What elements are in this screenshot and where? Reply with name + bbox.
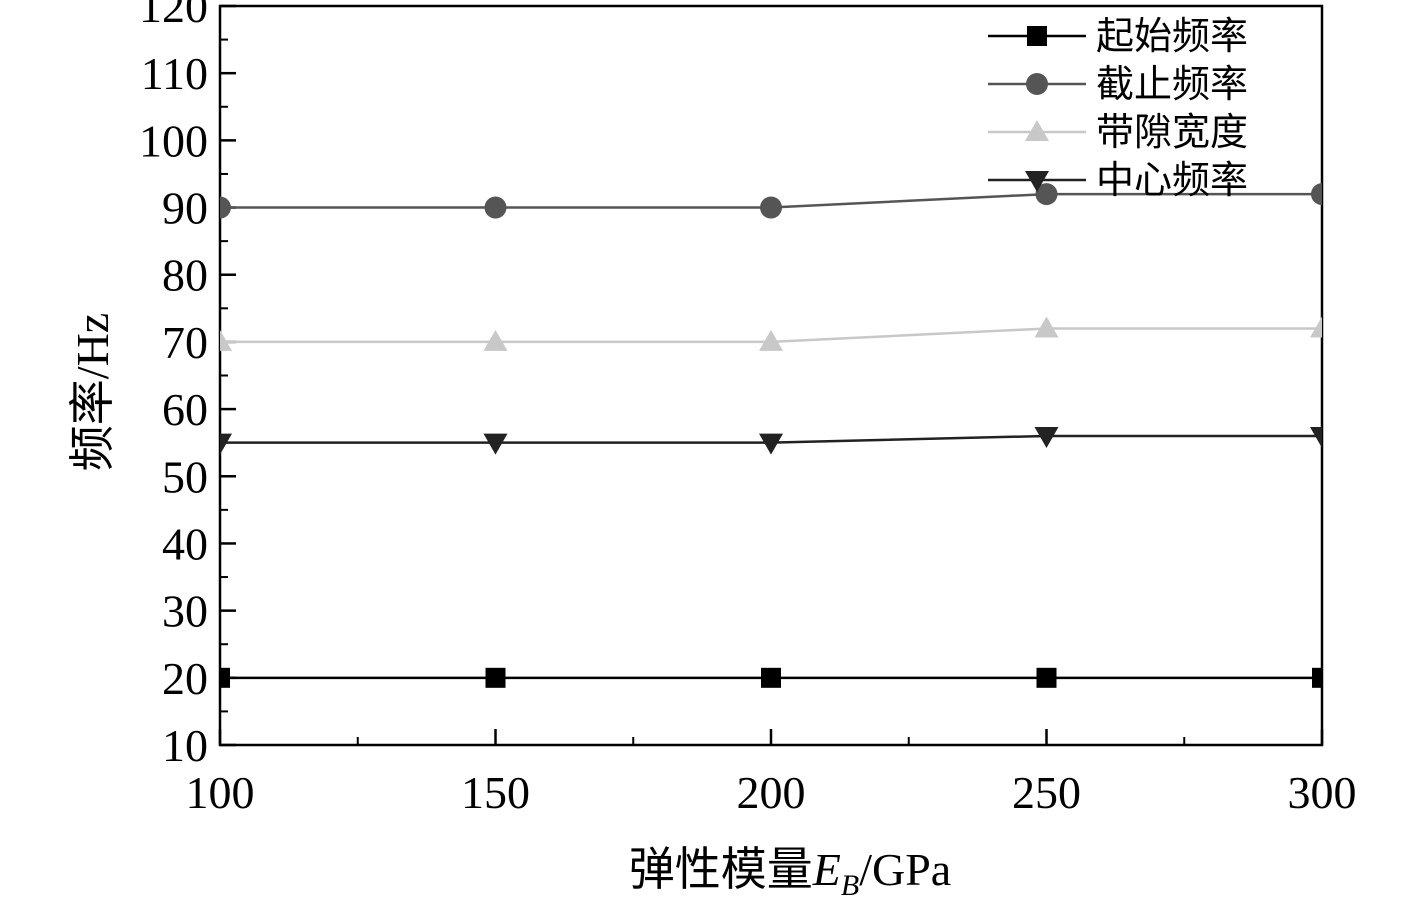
y-tick-label: 60 xyxy=(162,384,208,435)
legend-item: 中心频率 xyxy=(988,160,1248,202)
data-point xyxy=(761,667,781,688)
data-point xyxy=(483,329,508,351)
series xyxy=(220,316,1322,351)
data-point xyxy=(1034,316,1059,338)
y-tick-label: 40 xyxy=(162,518,208,569)
y-tick-label: 50 xyxy=(162,451,208,502)
data-point xyxy=(1312,667,1322,688)
series xyxy=(220,667,1322,688)
x-axis-title-unit: /GPa xyxy=(859,844,951,895)
x-tick-label: 100 xyxy=(186,767,255,818)
x-tick-label: 250 xyxy=(1012,767,1081,818)
data-point xyxy=(759,433,783,455)
data-point xyxy=(760,196,782,219)
data-point xyxy=(220,196,231,219)
legend-item: 截止频率 xyxy=(988,64,1248,106)
data-point xyxy=(485,667,506,688)
y-axis-title: 频率/Hz xyxy=(67,313,118,471)
data-point xyxy=(1310,426,1322,448)
y-tick-label: 70 xyxy=(162,317,208,368)
data-point xyxy=(1035,183,1058,206)
data-point xyxy=(1310,316,1322,338)
y-tick-label: 80 xyxy=(162,250,208,301)
axes: 10 20 30 40 50 60 70 80 90 100 110 120 100 150 200 250 3… xyxy=(139,0,1357,818)
legend-item: 带隙宽度 xyxy=(988,112,1248,154)
data-point xyxy=(1034,426,1059,448)
x-tick-label: 200 xyxy=(737,767,806,818)
legend-marker xyxy=(1025,171,1049,192)
data-point xyxy=(759,329,783,351)
y-tick-label: 30 xyxy=(162,586,208,637)
legend-item: 起始频率 xyxy=(988,16,1248,58)
legend-marker xyxy=(1025,120,1049,141)
data-point xyxy=(484,196,507,219)
y-tick-label: 120 xyxy=(139,0,208,32)
legend-label: 中心频率 xyxy=(1096,160,1248,202)
series xyxy=(220,426,1322,455)
x-tick-label: 300 xyxy=(1288,767,1357,818)
series xyxy=(220,183,1322,219)
x-axis-title-symbol: E xyxy=(812,844,841,895)
data-point xyxy=(483,433,508,455)
legend-marker xyxy=(1027,26,1047,46)
data-point xyxy=(220,329,232,351)
y-tick-label: 90 xyxy=(162,183,208,234)
legend-label: 截止频率 xyxy=(1096,64,1248,106)
x-axis-title: 弹性模量EB/GPa xyxy=(629,844,951,899)
data-point xyxy=(220,667,230,688)
y-tick-label: 20 xyxy=(162,653,208,704)
y-tick-label: 100 xyxy=(139,115,208,166)
legend-marker xyxy=(1026,73,1048,95)
x-tick-label: 150 xyxy=(461,767,530,818)
legend-label: 起始频率 xyxy=(1096,16,1248,58)
legend-label: 带隙宽度 xyxy=(1096,112,1248,154)
data-point xyxy=(220,433,232,455)
data-point xyxy=(1036,667,1057,688)
y-tick-label: 10 xyxy=(162,720,208,771)
data-point xyxy=(1311,183,1322,206)
x-axis-title-text: 弹性模量 xyxy=(629,844,813,895)
y-tick-label: 110 xyxy=(141,48,208,99)
series-group xyxy=(220,183,1322,688)
x-axis-title-subscript: B xyxy=(841,869,859,899)
axis-titles: 弹性模量EB/GPa 频率/Hz xyxy=(67,313,951,899)
